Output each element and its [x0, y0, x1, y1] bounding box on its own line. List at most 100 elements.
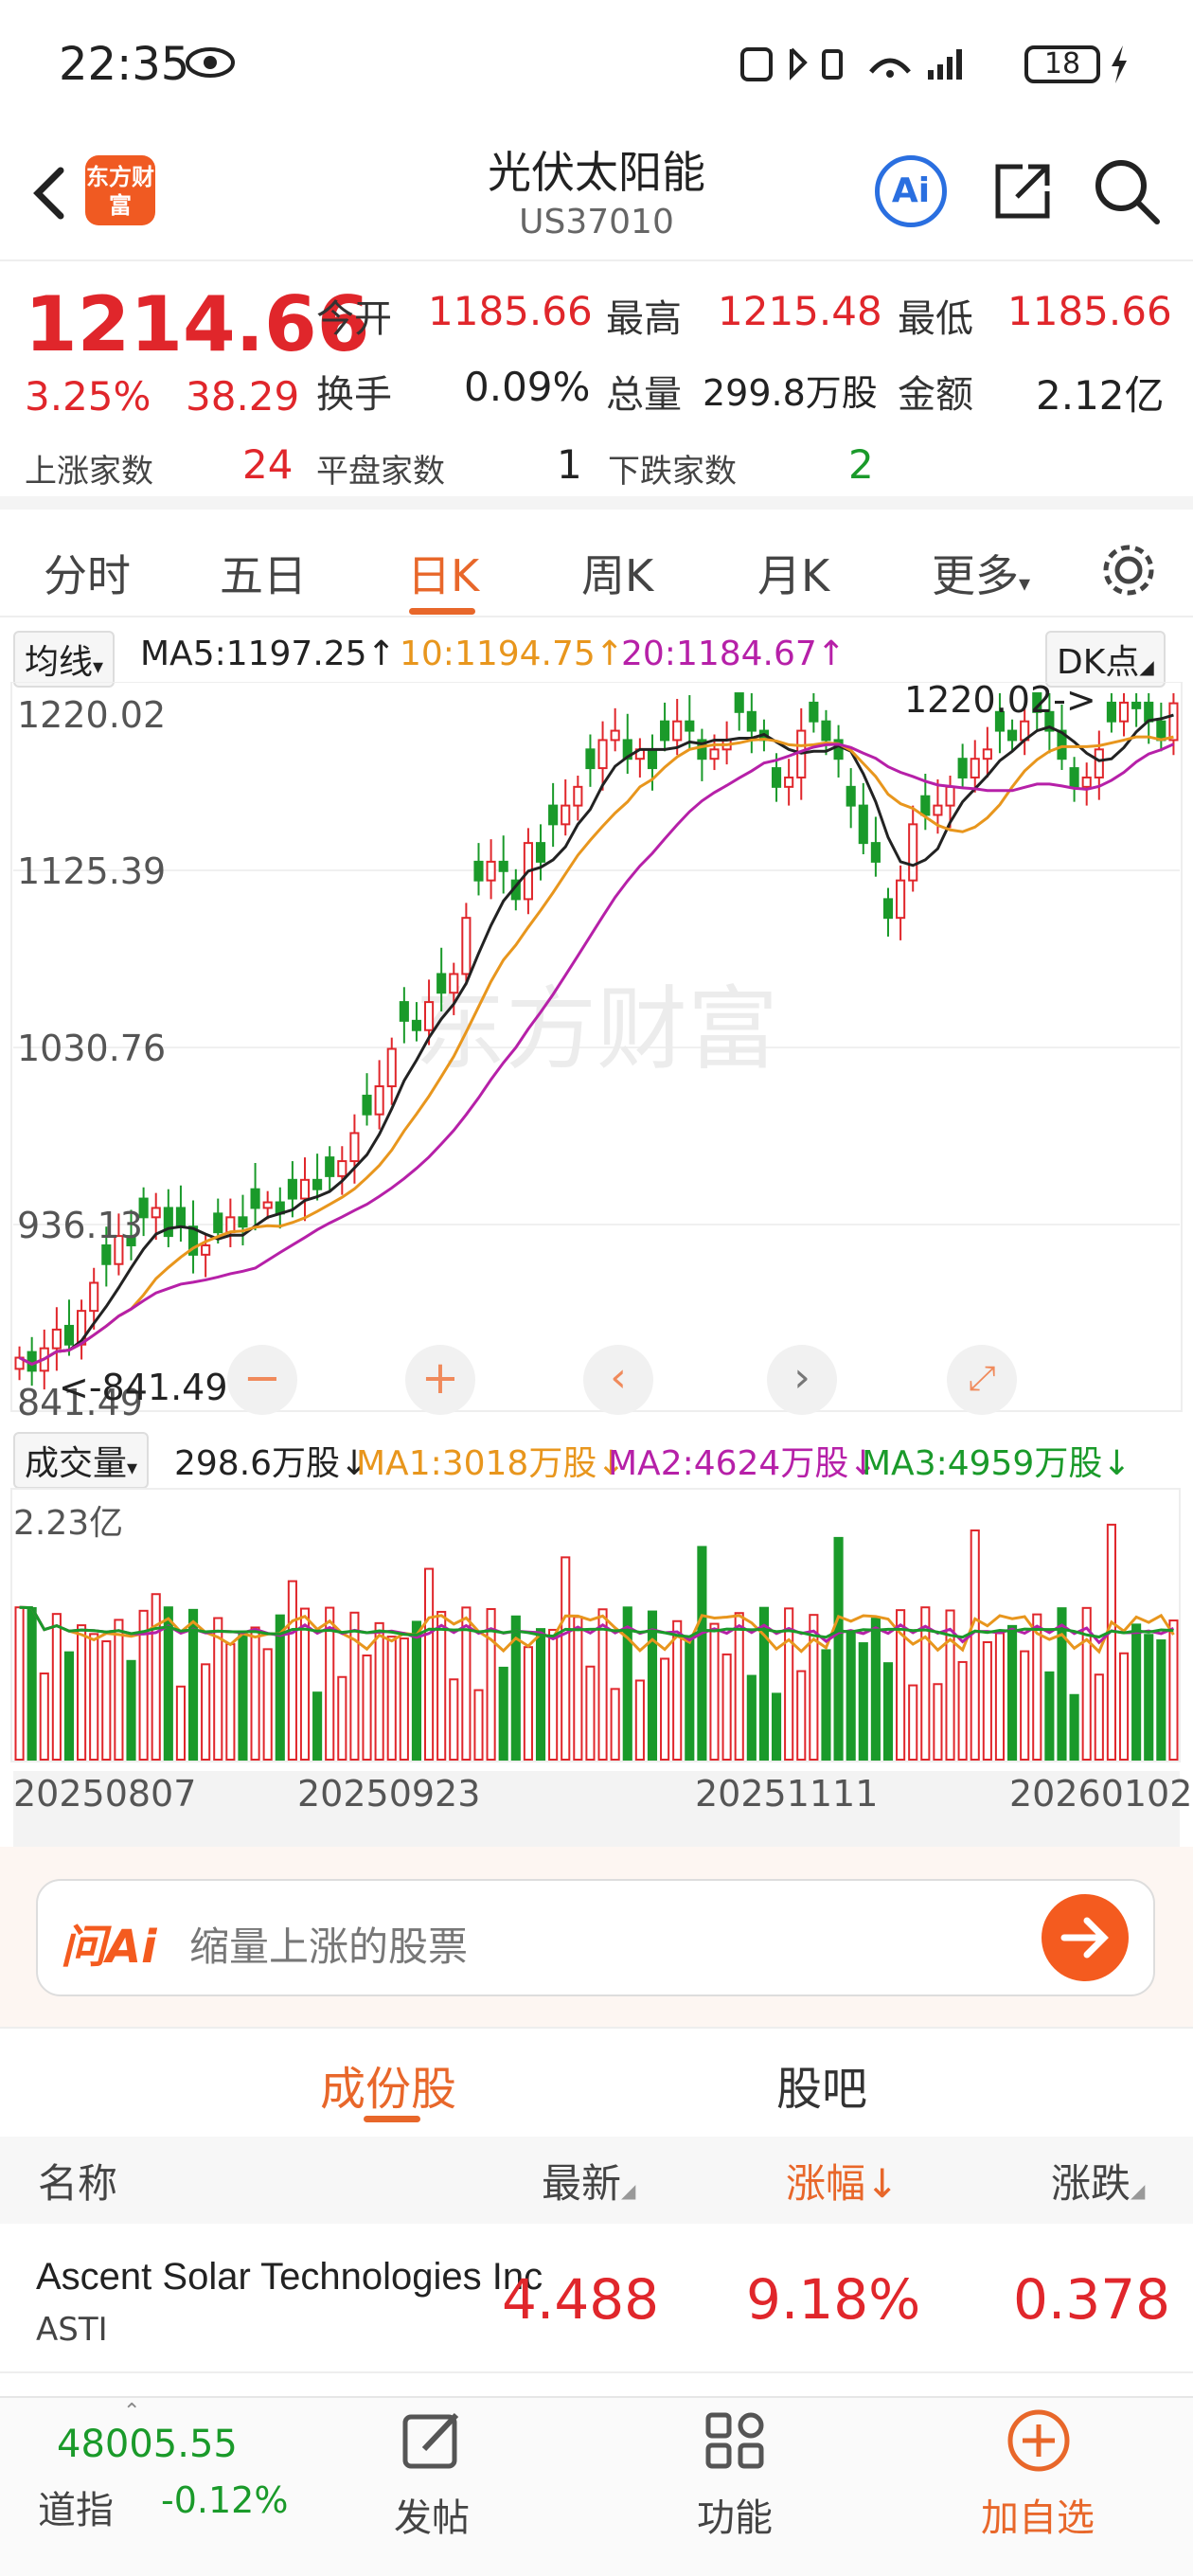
index-name[interactable]: 道指 — [38, 2489, 114, 2532]
zoom-out-button[interactable]: − — [227, 1345, 297, 1415]
index-value[interactable]: 48005.55 — [57, 2423, 238, 2466]
volume-bar — [325, 1606, 335, 1761]
settings-gear-icon[interactable] — [1098, 540, 1159, 600]
tab-constituents[interactable]: 成份股 — [320, 2063, 457, 2116]
row-latest: 4.488 — [502, 2267, 660, 2332]
vol-ma3-line — [19, 1605, 1174, 1639]
function-button[interactable]: 功能 — [697, 2496, 773, 2540]
candle — [970, 758, 980, 778]
price-tick: 936.13 — [17, 1205, 143, 1246]
app-logo[interactable]: 东方财富 — [85, 155, 155, 225]
search-icon[interactable] — [1091, 155, 1163, 227]
candle — [399, 1001, 409, 1022]
candle — [449, 973, 459, 994]
volume-bar — [1131, 1623, 1142, 1761]
col-latest[interactable]: 最新◢ — [542, 2152, 635, 2209]
candle — [1069, 767, 1079, 788]
candle — [325, 1156, 335, 1177]
tab-forum[interactable]: 股吧 — [776, 2063, 868, 2116]
ai-button[interactable]: Ai — [875, 155, 947, 227]
col-change[interactable]: 涨跌◢ — [1051, 2152, 1145, 2209]
expand-up-icon[interactable]: ⌃ — [123, 2400, 141, 2424]
volume-selector[interactable]: 成交量▾ — [13, 1432, 150, 1489]
dk-button[interactable]: DK点◢ — [1045, 631, 1166, 688]
scroll-right-button[interactable]: › — [767, 1345, 837, 1415]
volume-bar — [734, 1612, 744, 1761]
open-value: 1185.66 — [428, 288, 593, 334]
index-change[interactable]: -0.12% — [161, 2479, 289, 2521]
tab-weekly-k[interactable]: 周K — [581, 550, 654, 601]
candle — [821, 720, 831, 742]
volume-bar — [982, 1641, 992, 1761]
col-change-pct[interactable]: 涨幅↓ — [786, 2160, 899, 2207]
volume-label: 总量 — [606, 373, 682, 417]
volume-bar — [498, 1666, 508, 1762]
edit-post-icon[interactable] — [398, 2407, 468, 2474]
volume-bar — [1118, 1652, 1130, 1762]
volume-bar — [994, 1632, 1006, 1761]
back-icon[interactable] — [23, 159, 80, 225]
zoom-in-button[interactable]: + — [405, 1345, 475, 1415]
volume-bar — [660, 1657, 670, 1761]
price-axis: 1220.02 1125.39 1030.76 936.13 841.49 — [17, 694, 166, 1423]
volume-bar — [126, 1659, 136, 1761]
kline-chart[interactable]: 东方财富 1220.02 1125.39 1030.76 936.13 841.49 1… — [0, 682, 1193, 1430]
vol-ma1-line — [19, 1605, 1175, 1655]
volume-bar — [424, 1567, 435, 1762]
add-watchlist-button[interactable]: 加自选 — [981, 2496, 1095, 2540]
candle — [1118, 701, 1130, 723]
candle — [1168, 702, 1179, 742]
candle — [535, 842, 546, 863]
ma-selector[interactable]: 均线▾ — [13, 631, 116, 688]
volume-bar — [299, 1607, 311, 1761]
candle — [548, 804, 559, 826]
volume-chart[interactable]: 2.23亿 — [0, 1487, 1193, 1771]
tab-monthly-k[interactable]: 月K — [757, 550, 830, 601]
candle — [138, 1197, 149, 1219]
candle — [994, 710, 1006, 732]
candle — [1156, 720, 1166, 742]
ai-search-input[interactable]: 缩量上涨的股票 — [189, 1923, 469, 1970]
ma-legend: 均线▾ MA5:1197.25↑ 10:1194.75↑ 20:1184.67↑… — [0, 627, 1193, 688]
volume-bar — [449, 1678, 459, 1761]
candle — [187, 1225, 199, 1256]
volume-bar — [187, 1608, 199, 1761]
amount-value: 2.12亿 — [1036, 372, 1165, 419]
volume-bar — [89, 1633, 99, 1761]
add-watchlist-icon[interactable] — [1004, 2406, 1074, 2476]
status-icons — [740, 47, 962, 81]
volume-bar — [535, 1628, 546, 1761]
tab-more[interactable]: 更多▾ — [932, 542, 1030, 604]
high-annotation: 1220.02-> — [904, 682, 1096, 721]
status-time: 22:35 — [59, 38, 190, 91]
vol-ma2: MA2:4624万股↓ — [608, 1444, 878, 1483]
post-button[interactable]: 发帖 — [394, 2496, 470, 2540]
volume-bar — [436, 1610, 447, 1761]
volume-current: 298.6万股↓ — [174, 1444, 369, 1483]
header-bar — [0, 133, 1193, 261]
scroll-left-button[interactable]: ‹ — [583, 1345, 653, 1415]
candle — [498, 860, 508, 872]
volume-bar — [622, 1606, 632, 1761]
price-tick: 1220.02 — [17, 694, 166, 736]
ai-search-box[interactable] — [36, 1879, 1155, 1996]
volume-bar — [101, 1640, 112, 1761]
candle — [982, 748, 992, 760]
candle — [473, 860, 484, 882]
function-grid-icon[interactable] — [701, 2407, 771, 2474]
tab-five-day[interactable]: 五日 — [220, 550, 307, 601]
tab-intraday[interactable]: 分时 — [44, 550, 131, 601]
candle — [337, 1160, 347, 1177]
candle — [585, 748, 596, 770]
arrow-right-icon — [1060, 1917, 1109, 1959]
volume-bar — [1007, 1624, 1018, 1761]
volume-bar — [561, 1556, 571, 1762]
volume-bar — [746, 1674, 757, 1761]
candle — [858, 804, 868, 845]
table-row[interactable]: Ascent Solar Technologies Inc ASTI 4.488… — [0, 2222, 1193, 2373]
candle — [163, 1207, 173, 1238]
fullscreen-button[interactable]: ⤢ — [947, 1345, 1017, 1415]
tab-daily-k[interactable]: 日K — [407, 550, 480, 601]
go-button[interactable] — [1042, 1894, 1129, 1981]
share-icon[interactable] — [988, 157, 1057, 225]
